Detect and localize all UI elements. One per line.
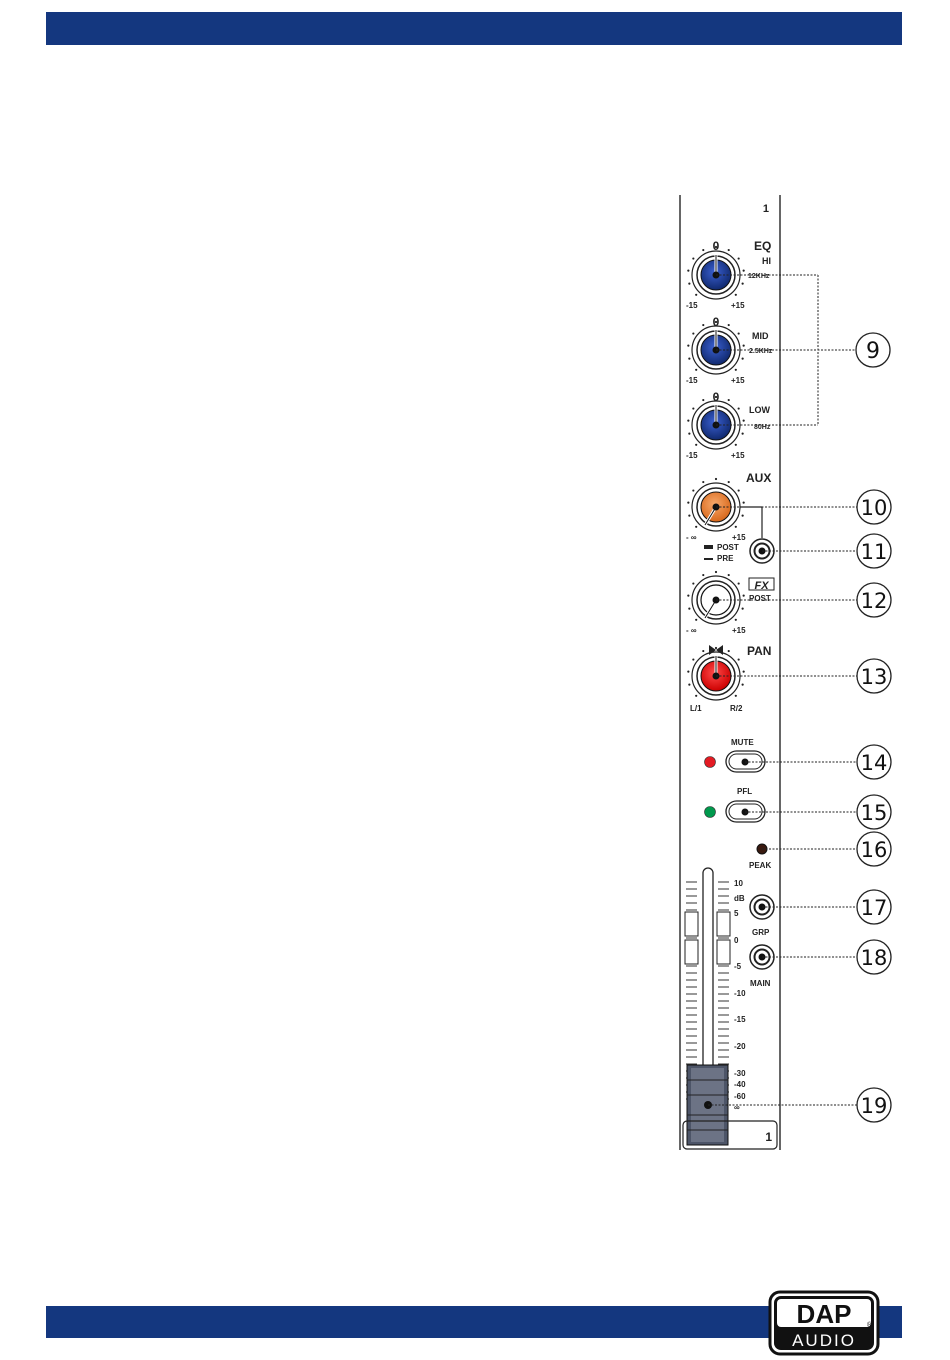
svg-text:17: 17	[861, 896, 888, 920]
logo-line2: AUDIO	[792, 1331, 856, 1350]
knob-scale-dots	[687, 245, 745, 296]
svg-text:15: 15	[861, 801, 888, 825]
fx-sub: POST	[749, 594, 771, 603]
svg-text:9: 9	[866, 339, 880, 364]
header-bar	[46, 12, 902, 45]
fader-ref-box	[716, 939, 731, 965]
svg-text:19: 19	[861, 1094, 888, 1118]
callout-numbers: 9 10 11 12 13 14 15 16 17 18 19	[855, 332, 892, 1123]
eq-hi-min: -15	[686, 301, 698, 310]
aux-pre-label: PRE	[717, 554, 734, 563]
fader-scale-label: -5	[734, 962, 742, 971]
callout-10: 10	[856, 489, 892, 525]
grp-label: GRP	[752, 928, 770, 937]
pan-center-right-arrow-icon	[716, 645, 723, 655]
fader-scale-label: -40	[734, 1080, 746, 1089]
knob-scale-dots	[687, 646, 745, 697]
knob-scale-dots	[687, 477, 745, 528]
main-label: MAIN	[750, 979, 771, 988]
eq-mid-min: -15	[686, 376, 698, 385]
pan-knob[interactable]	[691, 651, 741, 701]
eq-low-label: LOW	[749, 405, 770, 415]
callout-9: 9	[855, 332, 891, 368]
pan-title: PAN	[747, 644, 771, 658]
aux-post-label: POST	[717, 543, 739, 552]
fader-scale-label: -30	[734, 1069, 746, 1078]
fader-ref-box	[684, 911, 699, 937]
dap-audio-logo: DAP ® AUDIO	[768, 1290, 880, 1356]
aux-min: - ∞	[686, 533, 697, 542]
knob-scale-dots	[687, 320, 745, 371]
fx-title: FX	[754, 580, 769, 592]
channel-number-bottom: 1	[765, 1130, 772, 1144]
fader-scale-label: 0	[734, 936, 739, 945]
callout-19: 19	[856, 1087, 892, 1123]
logo-registered: ®	[867, 1321, 873, 1329]
pan-left-label: L/1	[690, 704, 702, 713]
eq-mid-label: MID	[752, 331, 769, 341]
eq-low-freq: 80Hz	[754, 424, 771, 431]
pan-right-label: R/2	[730, 704, 743, 713]
fader-scale-label: 5	[734, 909, 739, 918]
pfl-led	[704, 806, 716, 818]
aux-title: AUX	[746, 471, 771, 485]
eq-mid-max: +15	[731, 376, 745, 385]
eq-hi-max: +15	[731, 301, 745, 310]
pre-icon	[704, 558, 713, 560]
callout-leader-lines	[708, 274, 857, 1106]
eq-hi-label: HI	[762, 256, 771, 266]
mute-label: MUTE	[731, 738, 754, 747]
knob-scale-dots	[687, 395, 745, 446]
eq-title: EQ	[754, 239, 771, 253]
eq-low-max: +15	[731, 451, 745, 460]
fader-ref-box	[716, 911, 731, 937]
callout-16: 16	[856, 831, 892, 867]
aux-max: +15	[732, 533, 746, 542]
eq-low-min: -15	[686, 451, 698, 460]
fx-min: - ∞	[686, 626, 697, 635]
svg-text:12: 12	[861, 589, 888, 613]
svg-text:14: 14	[861, 751, 888, 775]
peak-label: PEAK	[749, 861, 771, 870]
svg-text:11: 11	[861, 540, 888, 564]
channel-number-top: 1	[763, 203, 769, 215]
fader-scale-label: ∞	[734, 1103, 740, 1112]
knob-scale-dots	[687, 570, 745, 621]
fader-scale-label: -15	[734, 1015, 746, 1024]
fx-title-box	[748, 577, 775, 591]
callout-18: 18	[856, 939, 892, 975]
callout-11: 11	[856, 533, 892, 569]
callout-12: 12	[856, 582, 892, 618]
callout-17: 17	[856, 889, 892, 925]
eq-mid-freq: 2.5KHz	[749, 348, 773, 355]
callout-14: 14	[856, 744, 892, 780]
callout-15: 15	[856, 794, 892, 830]
fader-scale-label: 10	[734, 879, 743, 888]
fader-scale-label: -60	[734, 1092, 746, 1101]
pfl-label: PFL	[737, 787, 752, 796]
channel-label-plate	[682, 1120, 778, 1150]
svg-text:10: 10	[861, 496, 888, 520]
mute-button[interactable]	[725, 750, 766, 773]
pan-center-left-arrow-icon	[709, 645, 716, 655]
post-icon	[704, 545, 713, 549]
svg-text:13: 13	[861, 665, 888, 689]
eq-hi-freq: 12KHz	[748, 273, 770, 280]
fx-max: +15	[732, 626, 746, 635]
fader-scale-label: dB	[734, 894, 745, 903]
svg-text:16: 16	[861, 838, 888, 862]
callout-13: 13	[856, 658, 892, 694]
footer-bar	[46, 1306, 902, 1338]
fader-scale: 10 dB 5 0 -5 -10 -15 -20 -30 -40 -60 ∞	[734, 879, 746, 1112]
fader-scale-label: -10	[734, 989, 746, 998]
logo-line1: DAP	[797, 1299, 852, 1329]
fader-scale-label: -20	[734, 1042, 746, 1051]
fader-cap[interactable]	[686, 1064, 729, 1146]
mute-led	[704, 756, 716, 768]
svg-text:18: 18	[861, 946, 888, 970]
fader-ref-box	[684, 939, 699, 965]
